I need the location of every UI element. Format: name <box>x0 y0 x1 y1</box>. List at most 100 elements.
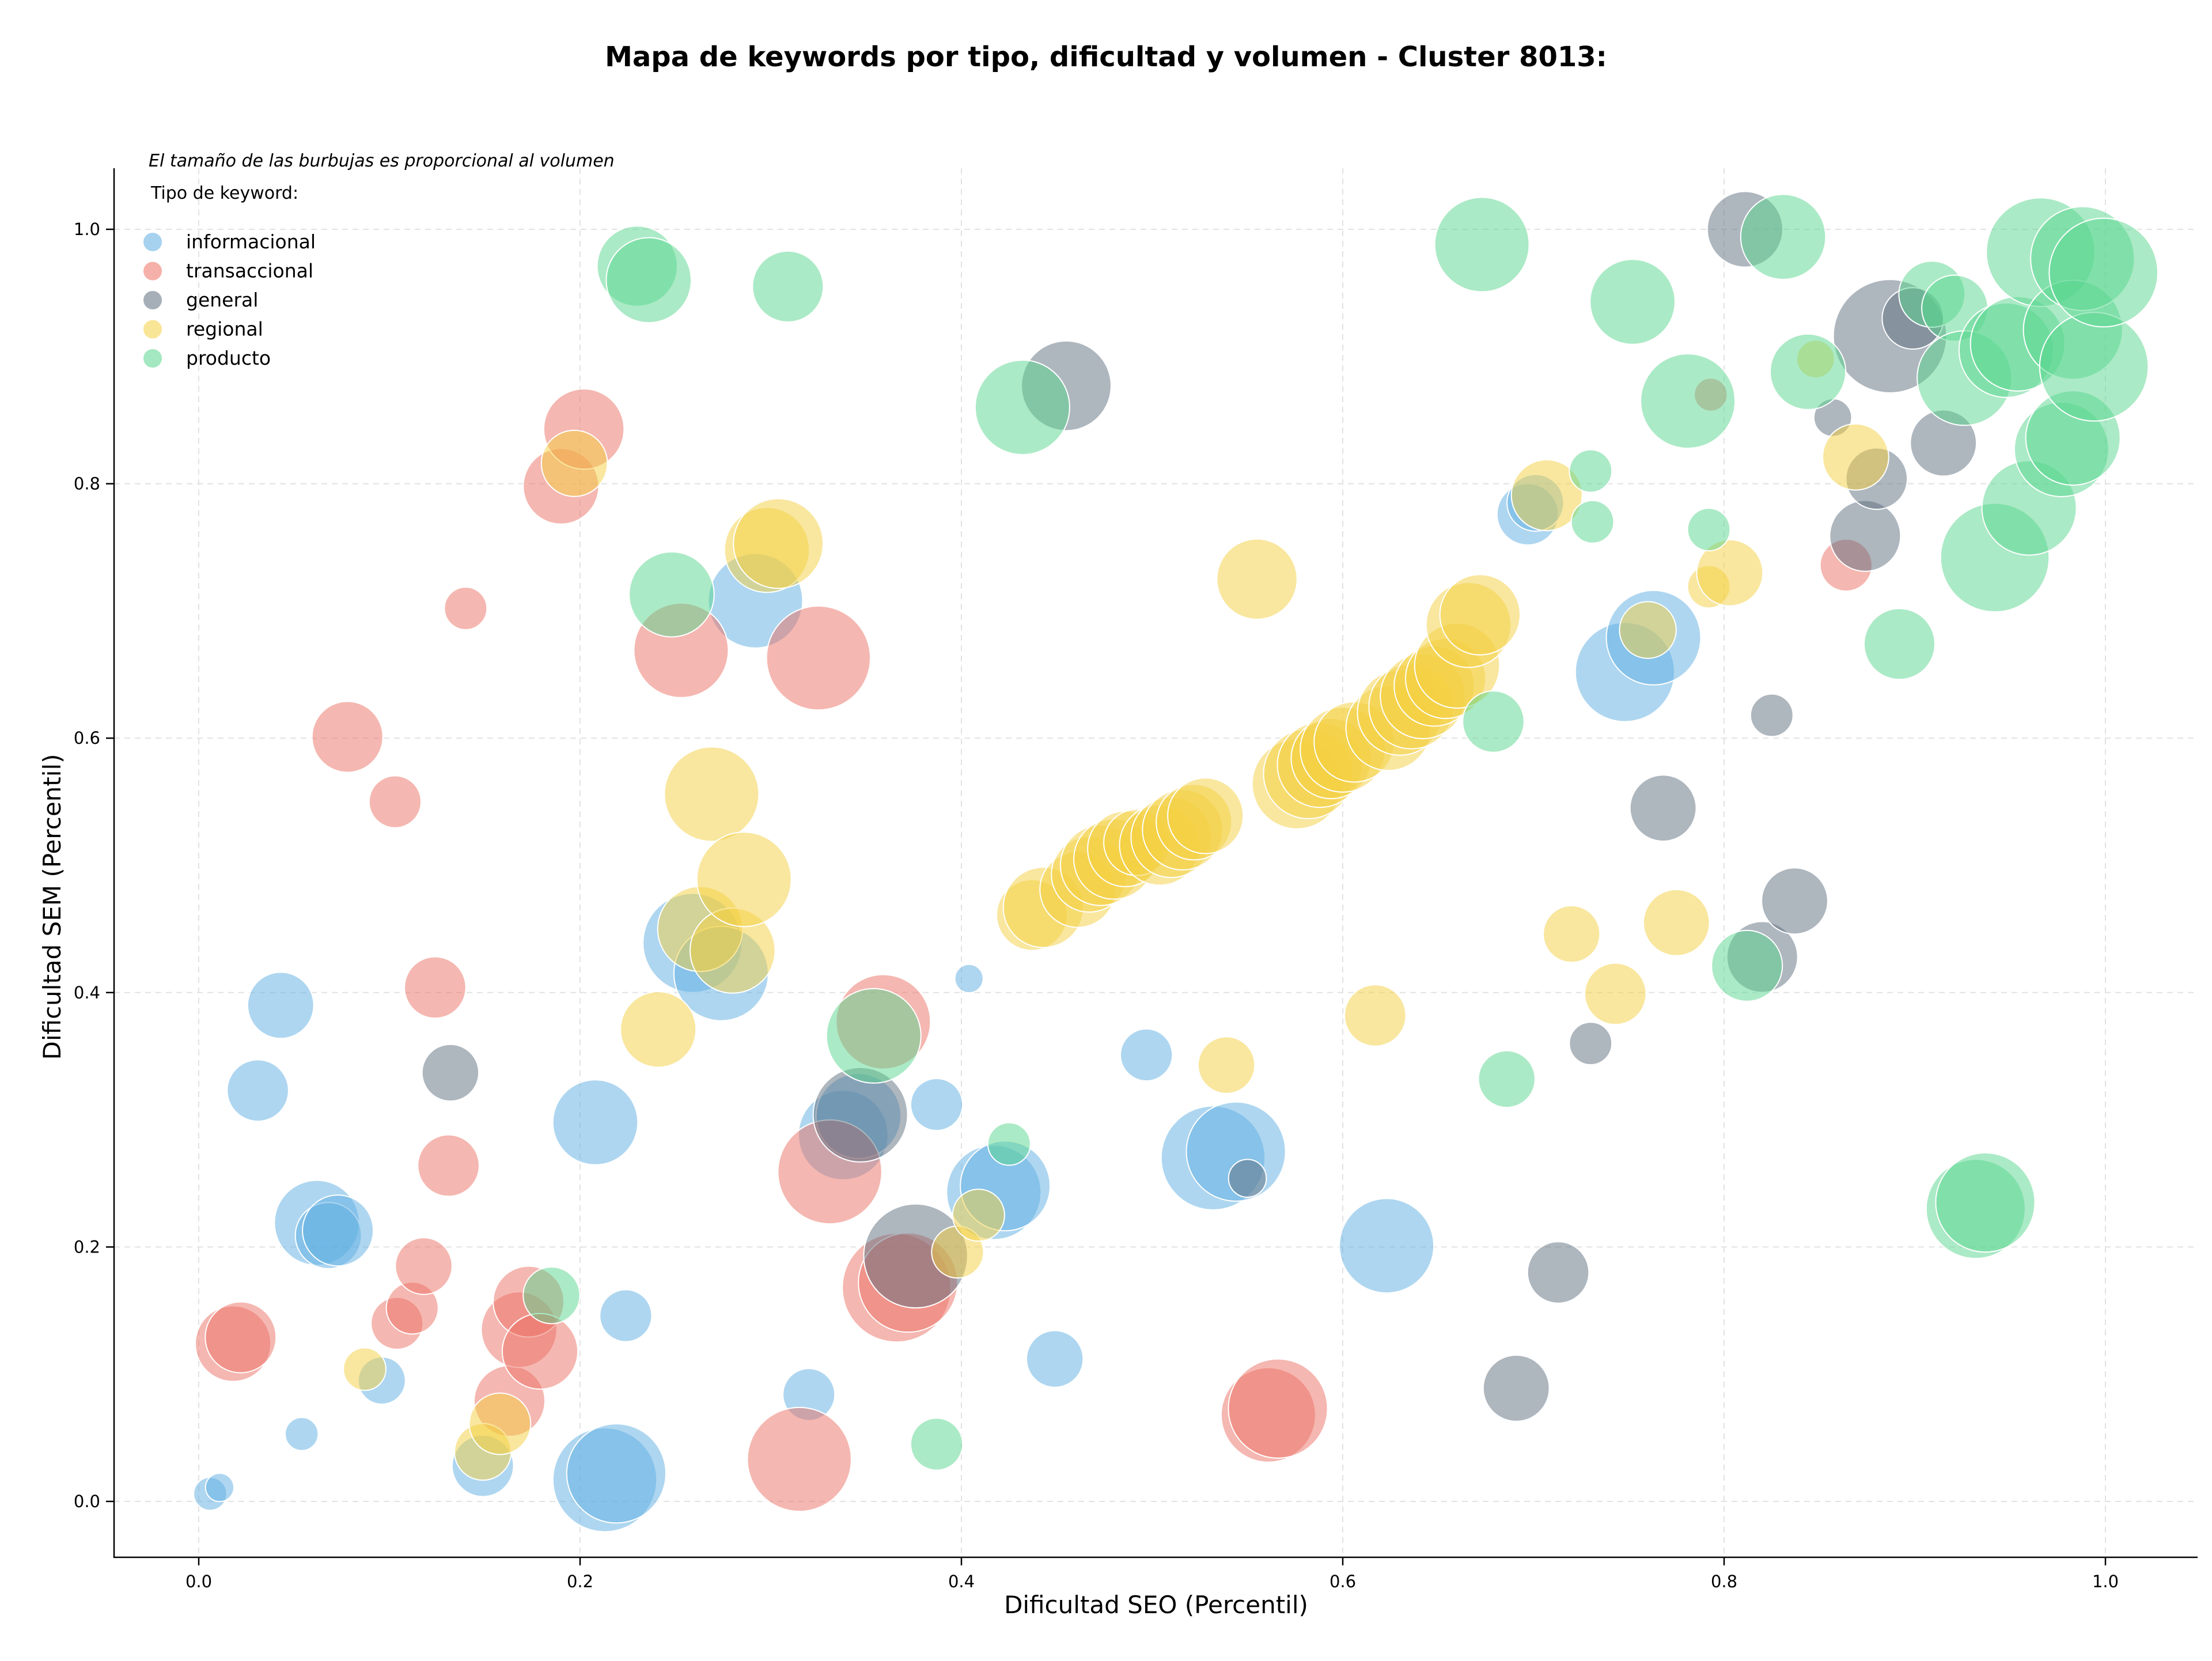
bubble-transaccional <box>204 1301 277 1374</box>
bubbles <box>193 191 2158 1533</box>
bubble-regional <box>1197 1036 1256 1094</box>
bubble-producto <box>1434 196 1530 293</box>
x-tick-label: 1.0 <box>2092 1572 2119 1591</box>
bubble-producto <box>1740 194 1827 281</box>
legend-label-regional: regional <box>186 318 263 340</box>
legend-marker-producto <box>142 348 163 369</box>
bubble-regional <box>664 746 760 842</box>
bubble-informacional <box>302 1194 374 1267</box>
bubble-producto <box>987 1122 1031 1166</box>
bubble-general <box>1749 693 1794 737</box>
bubble-regional <box>540 429 608 497</box>
bubble-informacional <box>599 1289 653 1342</box>
bubble-regional <box>1642 889 1710 956</box>
bubble-producto <box>825 987 922 1084</box>
bubble-producto <box>605 237 692 324</box>
bubble-informacional <box>285 1417 319 1451</box>
y-tick-label: 0.2 <box>74 1237 100 1257</box>
series-general <box>421 191 1978 1422</box>
x-tick-label: 0.0 <box>185 1572 212 1591</box>
bubble-general <box>1228 1159 1267 1198</box>
legend-label-producto: producto <box>186 347 271 369</box>
bubble-general <box>1569 1021 1613 1065</box>
bubble-regional <box>1510 459 1583 531</box>
legend-marker-informacional <box>142 232 163 252</box>
bubble-producto <box>1863 608 1936 680</box>
bubble-informacional <box>226 1059 289 1122</box>
bubble-informacional <box>1026 1330 1084 1388</box>
bubble-general <box>1829 500 1902 572</box>
bubble-regional <box>952 1189 1005 1242</box>
bubble-transaccional <box>766 605 872 711</box>
chart-title: Mapa de keywords por tipo, dificultad y … <box>605 41 1607 73</box>
bubble-regional <box>620 991 697 1068</box>
bubble-producto <box>1589 259 1676 345</box>
bubble-informacional <box>910 1078 964 1132</box>
legend-label-general: general <box>186 289 258 311</box>
bubble-transaccional <box>747 1406 852 1512</box>
bubble-producto <box>1935 1152 2036 1253</box>
chart-subtitle: El tamaño de las burbujas es proporciona… <box>149 151 615 171</box>
bubble-general <box>1629 774 1697 842</box>
bubble-transaccional <box>444 587 488 630</box>
bubble-producto <box>2039 312 2149 422</box>
bubble-general <box>1527 1241 1590 1304</box>
bubble-informacional <box>1120 1028 1173 1082</box>
bubble-producto <box>1687 508 1731 551</box>
bubble-regional <box>1439 574 1521 656</box>
legend-marker-general <box>142 290 163 311</box>
bubble-transaccional <box>1228 1358 1328 1459</box>
bubble-regional <box>468 1393 532 1455</box>
bubble-producto <box>1770 333 1847 410</box>
bubble-informacional <box>552 1079 639 1166</box>
axis-spines <box>113 168 2198 1558</box>
bubble-producto <box>752 250 824 323</box>
bubble-producto <box>1462 690 1525 753</box>
bubble-regional <box>1696 539 1764 607</box>
legend-label-transaccional: transaccional <box>186 260 313 282</box>
legend-label-informacional: informacional <box>186 230 316 253</box>
bubble-transaccional <box>501 1312 579 1390</box>
bubble-producto <box>910 1417 964 1471</box>
bubble-transaccional <box>395 1237 453 1295</box>
x-tick-label: 0.6 <box>1330 1572 1356 1591</box>
axes: 0.0 0.2 0.4 0.6 0.8 1.0 0.0 0.2 0.4 0.6 0.8 1.0 <box>74 168 2198 1591</box>
y-tick-label: 1.0 <box>74 220 100 239</box>
bubble-producto <box>2048 217 2158 328</box>
bubble-informacional <box>1339 1198 1435 1294</box>
y-tick-label: 0.6 <box>74 728 100 748</box>
bubble-transaccional <box>404 956 467 1019</box>
legend-marker-regional <box>142 319 163 340</box>
bubble-general <box>1482 1354 1550 1422</box>
bubble-producto <box>628 551 715 638</box>
legend: informacional transaccional general regiona… <box>142 230 316 369</box>
x-tick-label: 0.2 <box>567 1572 593 1591</box>
bubble-informacional <box>204 1473 234 1503</box>
bubble-general <box>1761 867 1828 935</box>
bubble-transaccional <box>417 1134 480 1197</box>
bubble-regional <box>1619 601 1677 659</box>
y-tick-label: 0.4 <box>74 983 100 1002</box>
bubble-transaccional <box>368 775 422 828</box>
series-regional <box>343 339 1889 1481</box>
bubble-producto <box>974 360 1070 456</box>
x-tick-label: 0.8 <box>1711 1572 1737 1591</box>
bubble-producto <box>522 1266 581 1325</box>
bubble-producto <box>1711 929 1783 1002</box>
bubble-informacional <box>566 1423 667 1524</box>
bubble-regional <box>1543 905 1601 963</box>
bubble-regional <box>1167 777 1244 854</box>
legend-marker-transaccional <box>142 260 163 282</box>
bubble-general <box>421 1043 480 1102</box>
bubble-informacional <box>954 963 984 994</box>
legend-title: Tipo de keyword: <box>150 183 298 203</box>
bubble-producto <box>1640 353 1736 449</box>
y-axis-label: Dificultad SEM (Percentil) <box>38 754 66 1060</box>
bubble-regional <box>343 1347 387 1391</box>
x-tick-label: 0.4 <box>948 1572 975 1591</box>
bubble-producto <box>1570 500 1615 544</box>
bubble-producto <box>1569 449 1613 493</box>
bubble-transaccional <box>311 701 384 773</box>
y-tick-label: 0.8 <box>74 474 100 494</box>
